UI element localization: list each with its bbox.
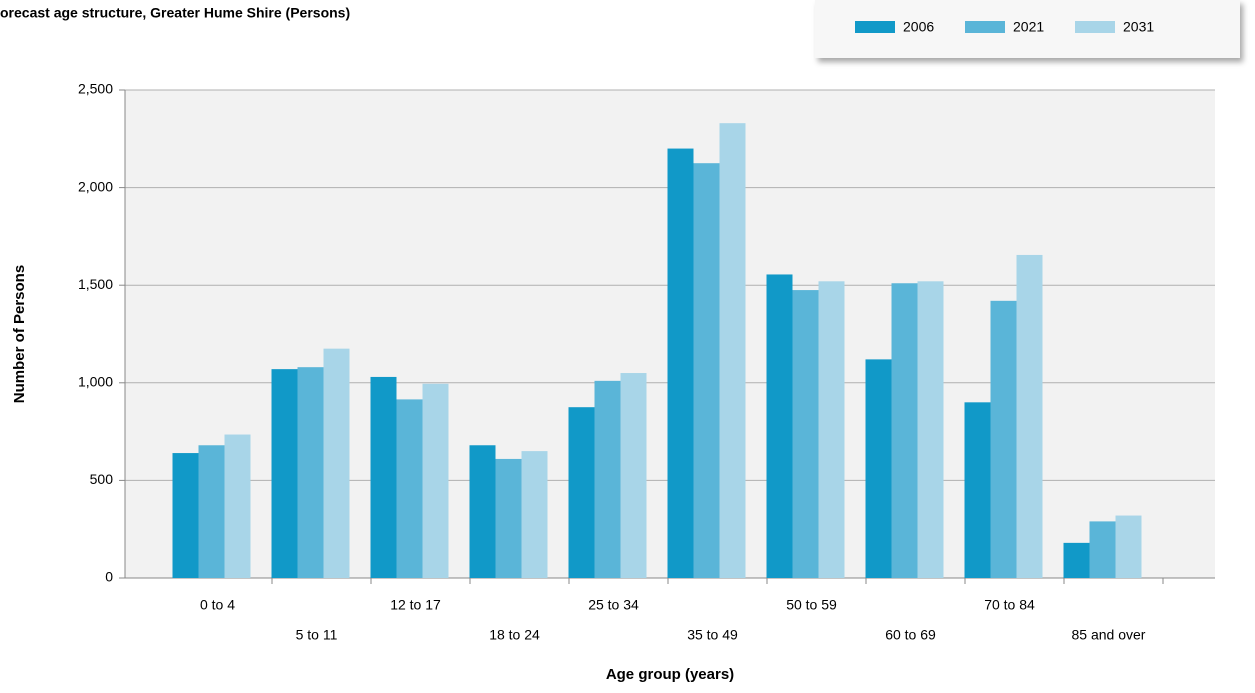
bar bbox=[1016, 254, 1043, 578]
bar bbox=[323, 348, 350, 578]
x-tick-label: 5 to 11 bbox=[296, 627, 338, 643]
bar bbox=[469, 445, 496, 578]
x-tick-label: 35 to 49 bbox=[687, 627, 738, 643]
bar bbox=[990, 300, 1017, 578]
x-tick-label: 25 to 34 bbox=[588, 597, 639, 613]
x-tick-label: 85 and over bbox=[1072, 627, 1146, 643]
y-axis-title: Number of Persons bbox=[11, 265, 28, 403]
bar bbox=[891, 283, 918, 578]
bar bbox=[964, 402, 991, 578]
bar bbox=[224, 434, 251, 578]
bar bbox=[1115, 515, 1142, 578]
bar bbox=[865, 359, 892, 578]
y-tick-label: 0 bbox=[105, 569, 113, 585]
legend-label: 2031 bbox=[1123, 19, 1154, 35]
bar bbox=[693, 163, 720, 578]
x-tick-label: 0 to 4 bbox=[200, 597, 235, 613]
y-tick-label: 2,500 bbox=[78, 81, 113, 97]
bar bbox=[396, 399, 423, 578]
bar bbox=[370, 376, 397, 578]
y-tick-label: 1,000 bbox=[78, 374, 113, 390]
x-axis-title: Age group (years) bbox=[606, 666, 734, 683]
bar bbox=[719, 123, 746, 579]
bar bbox=[1063, 542, 1090, 578]
bar bbox=[620, 373, 647, 578]
bar bbox=[667, 148, 694, 578]
legend-swatch bbox=[855, 21, 895, 33]
bar bbox=[297, 367, 324, 578]
bar bbox=[594, 380, 621, 578]
x-tick-label: 18 to 24 bbox=[489, 627, 540, 643]
y-tick-label: 2,000 bbox=[78, 178, 113, 194]
x-tick-label: 60 to 69 bbox=[885, 627, 936, 643]
legend-swatch bbox=[1075, 21, 1115, 33]
x-tick-label: 50 to 59 bbox=[786, 597, 837, 613]
bar bbox=[521, 451, 548, 578]
bar bbox=[172, 453, 199, 578]
legend-swatch bbox=[965, 21, 1005, 33]
legend-label: 2021 bbox=[1013, 19, 1044, 35]
bar bbox=[271, 369, 298, 578]
bar bbox=[917, 281, 944, 578]
bar bbox=[818, 281, 845, 578]
bar bbox=[1089, 521, 1116, 578]
bar bbox=[422, 383, 449, 578]
x-tick-label: 12 to 17 bbox=[390, 597, 441, 613]
chart-title: orecast age structure, Greater Hume Shir… bbox=[0, 5, 350, 21]
bar bbox=[495, 458, 522, 578]
bar bbox=[766, 274, 793, 578]
x-tick-label: 70 to 84 bbox=[984, 597, 1035, 613]
y-tick-label: 1,500 bbox=[78, 276, 113, 292]
bar bbox=[568, 407, 595, 578]
bar bbox=[792, 290, 819, 578]
y-tick-label: 500 bbox=[90, 471, 114, 487]
bar bbox=[198, 445, 225, 578]
legend-label: 2006 bbox=[903, 19, 934, 35]
